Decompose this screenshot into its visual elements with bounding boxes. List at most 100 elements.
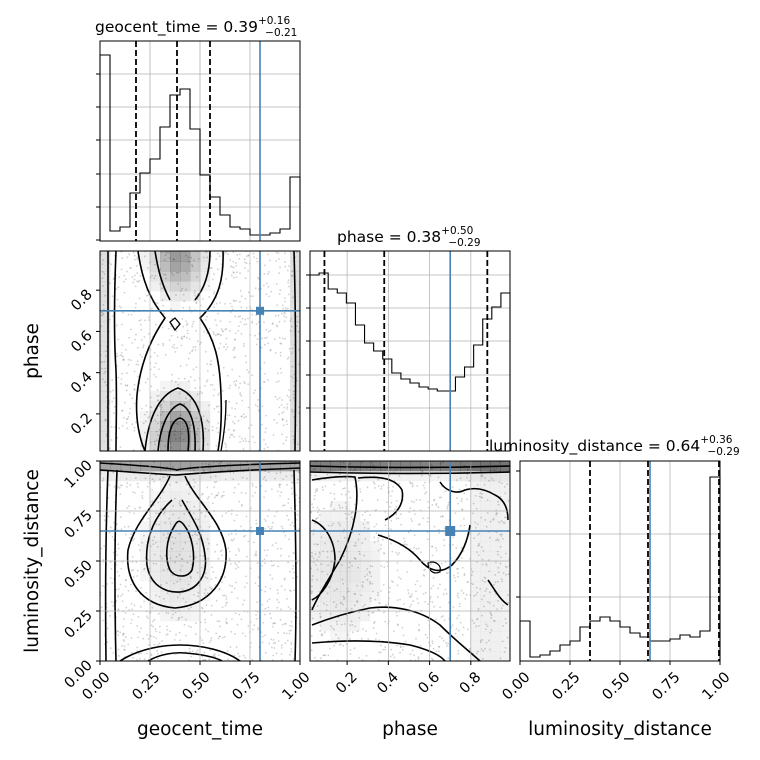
density-cell	[320, 611, 331, 622]
sample-point	[104, 367, 107, 370]
sample-point	[119, 446, 122, 448]
density-cell	[170, 561, 181, 572]
sample-point	[273, 622, 275, 624]
sample-point	[179, 504, 182, 507]
sample-point	[205, 604, 208, 607]
sample-point	[268, 598, 271, 601]
sample-point	[158, 642, 161, 645]
sample-point	[241, 437, 244, 440]
sample-point	[220, 334, 222, 337]
sample-point	[324, 631, 326, 634]
density-cell	[170, 411, 181, 422]
ytick-label: 0.25	[62, 608, 96, 642]
sample-point	[423, 569, 425, 571]
sample-point	[291, 567, 294, 570]
density-cell	[180, 481, 191, 492]
sample-point	[233, 587, 236, 590]
sample-point	[480, 641, 482, 644]
sample-point	[253, 392, 255, 394]
sample-point	[291, 521, 294, 524]
sample-point	[136, 258, 139, 261]
sample-point	[210, 639, 212, 642]
density-cell	[200, 411, 211, 422]
truth-marker-lumdist-geocent	[256, 527, 264, 535]
density-cell	[500, 551, 510, 562]
sample-point	[143, 336, 146, 338]
sample-point	[265, 479, 267, 482]
sample-point	[324, 478, 327, 481]
sample-point	[136, 482, 139, 485]
density-cell	[350, 611, 361, 622]
density-cell	[190, 471, 201, 482]
sample-point	[214, 496, 216, 499]
sample-point	[271, 488, 273, 491]
sample-point	[192, 368, 195, 371]
sample-point	[101, 479, 104, 482]
sample-point	[176, 271, 178, 274]
sample-point	[206, 332, 209, 334]
sample-point	[150, 654, 153, 657]
sample-point	[169, 483, 171, 486]
sample-point	[247, 625, 250, 627]
sample-point	[330, 503, 333, 505]
sample-point	[234, 633, 236, 635]
sample-point	[159, 404, 162, 407]
sample-point	[417, 602, 420, 604]
density-cell	[320, 591, 331, 602]
sample-point	[208, 641, 211, 644]
sample-point	[254, 582, 257, 585]
sample-point	[461, 566, 464, 569]
sample-point	[186, 561, 189, 564]
sample-point	[457, 502, 459, 505]
sample-point	[119, 631, 122, 634]
sample-point	[101, 367, 104, 370]
sample-point	[255, 486, 258, 488]
density-cell	[200, 531, 211, 542]
density-cell	[500, 641, 510, 652]
sample-point	[402, 645, 405, 648]
density-cell	[330, 601, 341, 612]
sample-point	[364, 538, 367, 540]
density-cell	[500, 611, 510, 622]
sample-point	[466, 581, 469, 583]
sample-point	[289, 625, 291, 627]
sample-point	[116, 571, 119, 573]
sample-point	[284, 534, 287, 537]
sample-point	[311, 555, 313, 557]
sample-point	[239, 392, 242, 394]
density-cell	[490, 621, 501, 632]
sample-point	[137, 615, 140, 618]
sample-point	[206, 577, 209, 580]
sample-point	[460, 589, 463, 592]
sample-point	[247, 540, 250, 543]
sample-point	[313, 498, 316, 501]
sample-point	[244, 261, 246, 264]
density-cell	[360, 461, 371, 472]
sample-point	[264, 527, 267, 530]
sample-point	[418, 629, 420, 632]
sample-point	[173, 347, 176, 349]
sample-point	[377, 594, 379, 597]
sample-point	[506, 636, 509, 639]
sample-point	[196, 276, 198, 278]
sample-point	[273, 647, 276, 649]
density-cell	[100, 351, 111, 362]
sample-point	[472, 512, 474, 515]
sample-point	[333, 483, 336, 486]
sample-point	[331, 550, 333, 552]
sample-point	[499, 533, 501, 536]
sample-point	[496, 538, 499, 541]
density-cell	[350, 461, 361, 472]
sample-point	[475, 625, 478, 628]
sample-point	[311, 575, 314, 577]
sample-point	[431, 504, 434, 506]
sample-point	[413, 654, 415, 657]
sample-point	[155, 523, 158, 526]
sample-point	[147, 417, 150, 419]
sample-point	[255, 323, 258, 325]
sample-point	[469, 557, 471, 560]
sample-point	[174, 611, 177, 614]
sample-point	[154, 263, 156, 266]
density-cell	[310, 591, 321, 602]
sample-point	[228, 557, 231, 560]
